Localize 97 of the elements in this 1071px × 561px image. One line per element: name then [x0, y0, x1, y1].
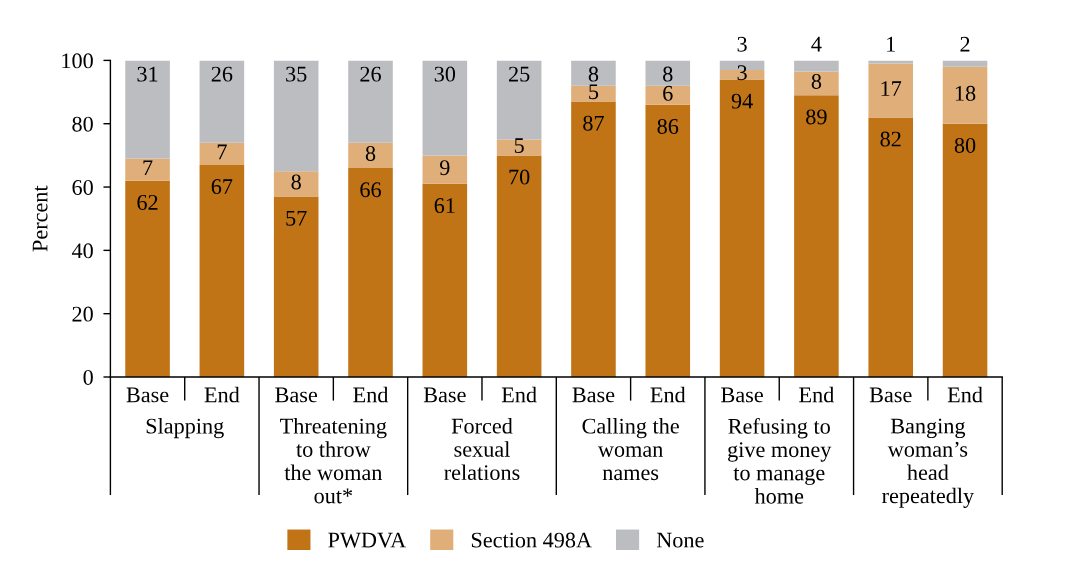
- bar: [125, 60, 170, 159]
- text: Calling the woman names: [582, 417, 679, 481]
- bar: [942, 60, 988, 67]
- bar: [422, 60, 468, 156]
- bar: [571, 85, 616, 102]
- x-tick-label: Base: [275, 387, 318, 403]
- data-label: 35: [286, 66, 307, 82]
- data-label: 8: [291, 174, 301, 190]
- data-label: 4: [811, 36, 822, 52]
- bar: [868, 60, 914, 64]
- bar: [199, 164, 245, 377]
- data-label: 1: [887, 36, 895, 52]
- data-label: 87: [583, 115, 604, 131]
- bar: [273, 196, 319, 377]
- data-label: 94: [731, 93, 753, 109]
- x-tick-label: End: [204, 386, 240, 403]
- data-label: 66: [360, 182, 381, 198]
- y-tick-label: 60: [72, 179, 93, 195]
- bar: [942, 123, 988, 377]
- x-tick-label: Base: [423, 387, 466, 403]
- data-label: 86: [657, 118, 679, 134]
- bar: [719, 79, 765, 377]
- x-tick-label: End: [353, 386, 389, 403]
- data-label: 8: [663, 66, 673, 82]
- bar: [794, 95, 839, 377]
- text: Slapping: [146, 417, 224, 439]
- y-tick-label: 80: [72, 116, 93, 132]
- data-label: 67: [211, 179, 233, 195]
- bar: [348, 142, 393, 169]
- bar: [422, 155, 468, 184]
- bar: [125, 180, 170, 377]
- data-label: 61: [434, 198, 455, 214]
- bar: [794, 60, 839, 72]
- bar: [571, 101, 616, 377]
- bar: [645, 60, 691, 86]
- x-tick-label: Base: [572, 387, 615, 403]
- text: Forced sexual relations: [444, 417, 520, 481]
- data-label: 7: [143, 160, 153, 175]
- data-label: 3: [737, 65, 747, 81]
- y-tick-label: 40: [71, 243, 93, 259]
- data-label: 9: [439, 160, 450, 176]
- data-label: 57: [286, 210, 307, 226]
- bar: [942, 66, 988, 124]
- legend-label: Section 498A: [471, 532, 592, 548]
- bar: [199, 60, 245, 143]
- x-tick-label: End: [799, 386, 835, 403]
- data-label: 8: [365, 145, 376, 161]
- bar: [794, 71, 839, 96]
- bar: [645, 85, 691, 105]
- bar: [868, 117, 914, 377]
- y-tick-label: 0: [83, 369, 93, 385]
- bar: [496, 60, 542, 140]
- data-label: 30: [434, 66, 456, 82]
- y-axis-title: Percent: [32, 185, 48, 252]
- data-label: 8: [811, 73, 822, 89]
- x-tick-label: Base: [721, 387, 763, 403]
- data-label: 3: [737, 36, 747, 52]
- y-tick-label: 100: [62, 53, 93, 69]
- y-tick-label: 20: [72, 306, 93, 322]
- legend-label: PWDVA: [328, 532, 407, 548]
- data-label: 62: [137, 194, 158, 210]
- legend-label: None: [656, 532, 704, 548]
- data-label: 26: [211, 66, 233, 82]
- text: Threatening to throw the woman out*: [280, 417, 387, 504]
- data-label: 8: [588, 66, 599, 82]
- data-label: 25: [509, 66, 530, 82]
- bar: [273, 171, 319, 197]
- data-label: 5: [514, 138, 524, 154]
- data-label: 2: [960, 36, 970, 52]
- data-label: 5: [589, 84, 599, 100]
- text: Banging woman’s head repeatedly: [882, 418, 975, 508]
- bar: [348, 168, 393, 377]
- x-tick-label: End: [650, 386, 686, 403]
- data-label: 89: [806, 109, 827, 125]
- data-label: 17: [881, 81, 902, 96]
- bar: [571, 60, 616, 86]
- data-label: 82: [880, 131, 901, 147]
- x-tick-label: End: [947, 386, 983, 403]
- bar: [125, 158, 170, 181]
- bar: [496, 155, 542, 377]
- text: Refusing to give money to manage home: [728, 417, 832, 504]
- bar: [868, 63, 914, 118]
- data-label: 18: [955, 85, 976, 101]
- bar: [645, 104, 691, 377]
- bar: [348, 60, 393, 143]
- x-tick-label: Base: [869, 387, 912, 403]
- bar: [199, 142, 245, 165]
- data-label: 26: [360, 66, 381, 82]
- data-label: 80: [954, 137, 976, 153]
- data-label: 31: [137, 66, 158, 82]
- data-label: 7: [217, 144, 227, 160]
- x-tick-label: Base: [126, 387, 169, 403]
- data-label: 6: [663, 85, 673, 101]
- x-tick-label: End: [501, 386, 537, 403]
- bar: [273, 60, 319, 172]
- data-label: 70: [509, 169, 530, 185]
- bar: [422, 183, 468, 377]
